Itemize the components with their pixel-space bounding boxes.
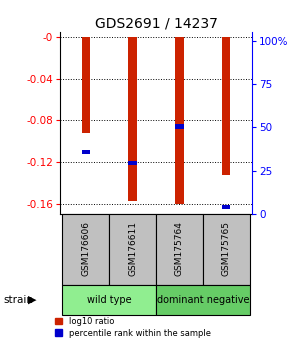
Bar [128,161,137,165]
Text: wild type: wild type [87,295,131,305]
Bar [222,205,230,209]
Bar [175,125,184,129]
Bar [156,214,203,285]
Text: GSM176611: GSM176611 [128,221,137,276]
Bar [82,150,90,154]
Title: GDS2691 / 14237: GDS2691 / 14237 [94,17,218,31]
Bar [62,214,109,285]
Bar [175,37,184,204]
Text: GSM175764: GSM175764 [175,221,184,276]
Text: ▶: ▶ [28,295,36,305]
Text: GSM175765: GSM175765 [222,221,231,276]
Text: GSM176606: GSM176606 [81,221,90,276]
Text: strain: strain [3,295,33,305]
Bar [62,285,156,315]
Bar [222,37,230,176]
Bar [82,37,90,133]
Bar [128,37,137,201]
Bar [156,285,250,315]
Bar [203,214,250,285]
Bar [109,214,156,285]
Text: dominant negative: dominant negative [157,295,249,305]
Legend: log10 ratio, percentile rank within the sample: log10 ratio, percentile rank within the … [55,317,211,338]
